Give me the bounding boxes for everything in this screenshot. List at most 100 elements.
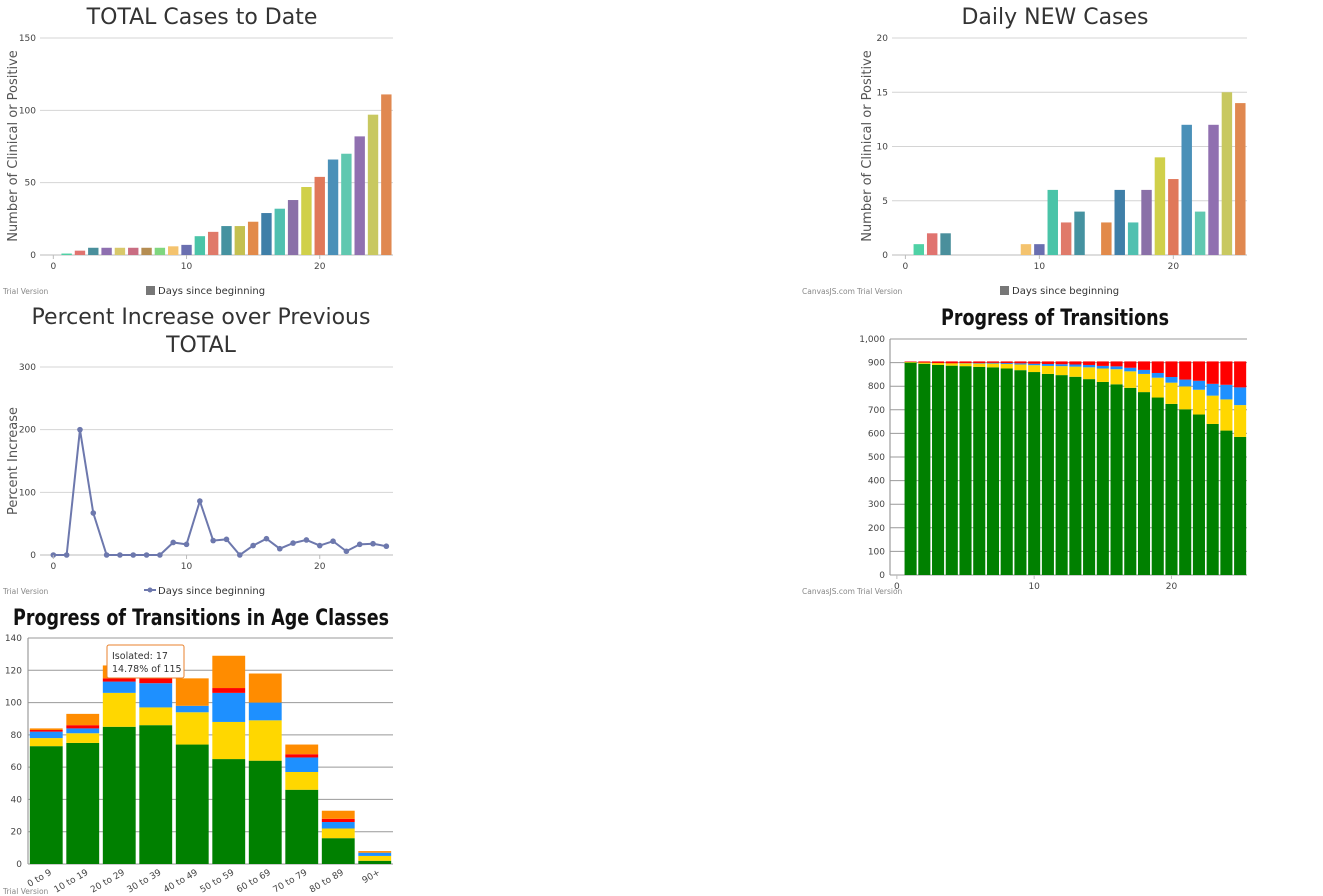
total-legend-marker[interactable] — [146, 286, 155, 295]
age-bar-segment — [175, 712, 209, 745]
transitions-bar-segment — [945, 365, 958, 575]
transitions-bar-segment — [1041, 364, 1054, 366]
age-bar-segment — [321, 818, 355, 823]
percent-point — [117, 552, 123, 558]
total-bar — [381, 94, 392, 255]
percent-point — [143, 552, 150, 558]
percent-point — [383, 543, 390, 550]
age-y-tick-label: 80 — [11, 731, 23, 741]
total-bar — [354, 136, 365, 255]
age-bar-segment — [66, 742, 100, 864]
daily-bar — [1194, 211, 1206, 255]
daily-bar — [940, 233, 951, 255]
transitions-bar-segment — [918, 362, 931, 364]
percent-legend-label[interactable]: Days since beginning — [158, 586, 265, 597]
transitions-bar-segment — [1137, 392, 1151, 575]
percent-chart-title-line1: Percent Increase over Previous — [32, 305, 371, 330]
transitions-bar-segment — [1110, 369, 1123, 385]
total-bar — [168, 246, 179, 255]
transitions-bar-segment — [1206, 361, 1219, 384]
total-x-tick-label: 0 — [50, 262, 56, 272]
age-x-tick-label: 40 to 49 — [162, 868, 200, 896]
age-bar-segment — [212, 655, 246, 689]
total-bar — [274, 208, 285, 255]
transitions-bar-segment — [1000, 361, 1013, 364]
transitions-bar-segment — [1192, 380, 1205, 390]
total-bar — [61, 253, 72, 255]
transitions-bar-segment — [918, 361, 931, 363]
transitions-bar-segment — [1055, 364, 1068, 367]
transitions-bar-segment — [1069, 366, 1082, 377]
percent-plot-area: 0 100 200 300 0 10 20 — [19, 363, 393, 572]
transitions-bar-segment — [1151, 397, 1164, 575]
age-chart-title: Progress of Transitions in Age Classes — [13, 606, 389, 631]
age-bar-segment — [66, 725, 100, 729]
total-bar — [287, 200, 299, 255]
transitions-bar-segment — [1206, 383, 1219, 396]
transitions-bar-segment — [1234, 405, 1247, 437]
total-bar — [261, 213, 272, 255]
age-bar-segment — [102, 678, 136, 682]
total-y-tick-label: 0 — [30, 251, 36, 261]
transitions-bar-segment — [918, 363, 931, 575]
transitions-plot-area: 0 100 200 300 400 500 600 700 800 900 1,000 0 10 20 — [859, 335, 1247, 592]
percent-point — [210, 537, 216, 544]
transitions-bar-segment — [1179, 379, 1192, 387]
age-bar-segment — [212, 721, 246, 760]
transitions-bar-segment — [904, 361, 917, 363]
transitions-bar-segment — [1083, 379, 1096, 575]
age-tooltip-line1: Isolated: 17 — [112, 651, 168, 662]
transitions-y-tick-label: 300 — [868, 500, 885, 510]
transitions-bar-segment — [986, 362, 1000, 364]
percent-increase-chart: Percent Increase over Previous TOTAL Per… — [2, 305, 393, 597]
percent-y-tick-label: 0 — [30, 551, 36, 561]
transitions-bar-segment — [1000, 363, 1013, 365]
transitions-bar-segment — [945, 363, 958, 366]
age-y-tick-label: 100 — [5, 699, 22, 709]
percent-point — [343, 548, 350, 555]
age-tooltip: Isolated: 17 14.78% of 115 — [106, 644, 185, 679]
total-legend-label[interactable]: Days since beginning — [158, 286, 265, 297]
transitions-bar-segment — [1234, 387, 1247, 406]
percent-y-axis-label: Percent Increase — [6, 407, 21, 515]
daily-y-tick-label: 20 — [877, 34, 889, 44]
transitions-bar-segment — [1165, 403, 1178, 575]
transitions-bar-segment — [1165, 361, 1178, 377]
age-bar-segment — [321, 822, 355, 829]
age-bar-segment — [29, 730, 63, 732]
transitions-bar-segment — [1151, 361, 1164, 373]
transitions-y-tick-label: 100 — [868, 547, 885, 557]
age-bar-segment — [358, 852, 392, 856]
transitions-bar-segment — [959, 366, 972, 575]
total-bar — [141, 247, 152, 255]
daily-legend-label[interactable]: Days since beginning — [1012, 286, 1119, 297]
age-bar-segment — [139, 707, 173, 726]
transitions-bar-segment — [1165, 376, 1178, 383]
transitions-y-tick-label: 200 — [868, 524, 885, 534]
transitions-bar-segment — [1028, 365, 1041, 373]
transitions-bar-segment — [1083, 367, 1096, 380]
transitions-bar-segment — [1041, 365, 1054, 374]
transitions-bar-segment — [1220, 361, 1233, 385]
transitions-bar-segment — [1137, 369, 1151, 374]
transitions-brand-watermark: CanvasJS.com — [802, 587, 855, 596]
transitions-y-tick-label: 0 — [879, 571, 885, 581]
daily-chart-title: Daily NEW Cases — [961, 5, 1148, 30]
percent-point — [356, 541, 363, 548]
transitions-bar-segment — [1110, 366, 1123, 370]
daily-bar — [1020, 244, 1032, 255]
percent-legend-marker[interactable] — [147, 587, 153, 593]
daily-new-cases-chart: Daily NEW Cases Number of Clinical or Po… — [802, 5, 1247, 297]
age-y-tick-label: 120 — [5, 666, 22, 676]
transitions-bar-segment — [1083, 364, 1096, 368]
age-bar-segment — [285, 757, 319, 772]
age-bar-segment — [358, 860, 392, 864]
age-x-tick-label: 10 to 19 — [53, 868, 91, 896]
total-bar — [101, 247, 112, 255]
daily-bar — [1047, 189, 1058, 255]
transitions-bar-segment — [1192, 361, 1205, 381]
transitions-bar-segment — [1000, 364, 1013, 369]
percent-point — [157, 552, 163, 558]
daily-legend-marker[interactable] — [1000, 286, 1009, 295]
daily-x-tick-label: 20 — [1168, 262, 1180, 272]
